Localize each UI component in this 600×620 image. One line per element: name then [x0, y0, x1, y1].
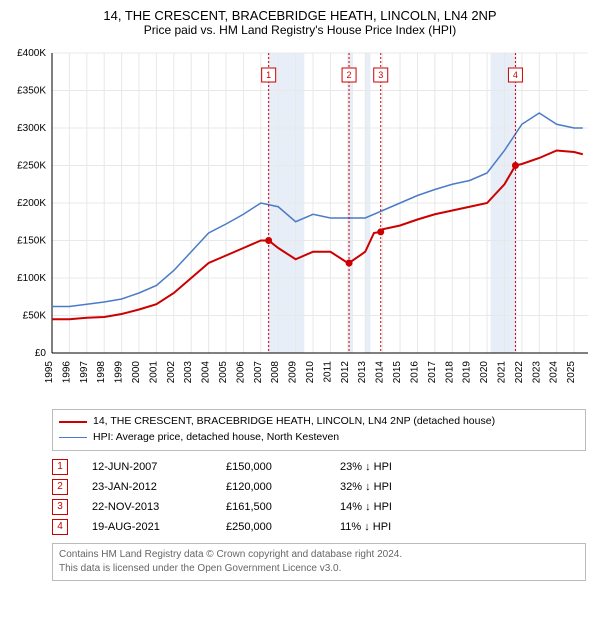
sale-marker: 3: [52, 499, 68, 515]
svg-text:2012: 2012: [340, 361, 351, 384]
sale-marker: 2: [52, 479, 68, 495]
chart-title-line1: 14, THE CRESCENT, BRACEBRIDGE HEATH, LIN…: [0, 0, 600, 23]
svg-text:£200K: £200K: [17, 198, 46, 209]
svg-text:1998: 1998: [96, 361, 107, 384]
sale-diff: 32% ↓ HPI: [340, 481, 450, 493]
svg-text:£400K: £400K: [17, 48, 46, 59]
legend-item: 14, THE CRESCENT, BRACEBRIDGE HEATH, LIN…: [59, 414, 579, 430]
chart-container: 14, THE CRESCENT, BRACEBRIDGE HEATH, LIN…: [0, 0, 600, 581]
svg-text:2020: 2020: [479, 361, 490, 384]
legend-swatch: [59, 421, 87, 423]
svg-text:2009: 2009: [288, 361, 299, 384]
chart-svg: £0 £50K £100K £150K £200K £250K £300K £350K £400…: [0, 43, 600, 403]
attribution-footer: Contains HM Land Registry data © Crown c…: [52, 543, 586, 581]
svg-text:2015: 2015: [392, 361, 403, 384]
sale-marker: 1: [52, 459, 68, 475]
svg-text:£0: £0: [35, 348, 47, 359]
sale-date: 22-NOV-2013: [92, 501, 202, 513]
svg-text:2018: 2018: [444, 361, 455, 384]
svg-text:2016: 2016: [409, 361, 420, 384]
svg-text:2013: 2013: [357, 361, 368, 384]
svg-text:1997: 1997: [79, 361, 90, 384]
sales-row: 2 23-JAN-2012 £120,000 32% ↓ HPI: [52, 477, 586, 497]
chart-plot-area: £0 £50K £100K £150K £200K £250K £300K £350K £400…: [0, 43, 600, 403]
svg-text:£100K: £100K: [17, 273, 46, 284]
svg-text:2021: 2021: [496, 361, 507, 384]
svg-text:4: 4: [513, 70, 518, 80]
svg-text:2011: 2011: [322, 361, 333, 383]
sale-price: £250,000: [226, 521, 316, 533]
legend: 14, THE CRESCENT, BRACEBRIDGE HEATH, LIN…: [52, 409, 586, 451]
svg-text:2007: 2007: [253, 361, 264, 384]
sale-price: £161,500: [226, 501, 316, 513]
svg-text:2002: 2002: [166, 361, 177, 384]
svg-text:2003: 2003: [183, 361, 194, 384]
svg-text:£250K: £250K: [17, 161, 46, 172]
svg-text:3: 3: [378, 70, 383, 80]
svg-text:£350K: £350K: [17, 86, 46, 97]
svg-text:2017: 2017: [427, 361, 438, 384]
svg-text:2006: 2006: [235, 361, 246, 384]
sale-diff: 11% ↓ HPI: [340, 521, 450, 533]
svg-text:2010: 2010: [305, 361, 316, 384]
legend-label: HPI: Average price, detached house, Nort…: [93, 430, 339, 446]
sale-date: 12-JUN-2007: [92, 461, 202, 473]
svg-text:2022: 2022: [514, 361, 525, 384]
svg-text:£300K: £300K: [17, 123, 46, 134]
svg-text:2025: 2025: [566, 361, 577, 384]
svg-text:2000: 2000: [131, 361, 142, 384]
sale-date: 23-JAN-2012: [92, 481, 202, 493]
svg-text:£150K: £150K: [17, 236, 46, 247]
svg-text:£50K: £50K: [23, 311, 47, 322]
sales-row: 1 12-JUN-2007 £150,000 23% ↓ HPI: [52, 457, 586, 477]
svg-text:1: 1: [266, 70, 271, 80]
sale-price: £150,000: [226, 461, 316, 473]
svg-text:1996: 1996: [61, 361, 72, 384]
sale-date: 19-AUG-2021: [92, 521, 202, 533]
svg-text:2019: 2019: [462, 361, 473, 384]
svg-text:2005: 2005: [218, 361, 229, 384]
svg-text:2: 2: [347, 70, 352, 80]
sale-diff: 14% ↓ HPI: [340, 501, 450, 513]
legend-item: HPI: Average price, detached house, Nort…: [59, 430, 579, 446]
svg-text:2024: 2024: [549, 361, 560, 384]
svg-text:2008: 2008: [270, 361, 281, 384]
legend-label: 14, THE CRESCENT, BRACEBRIDGE HEATH, LIN…: [93, 414, 495, 430]
svg-text:2001: 2001: [148, 361, 159, 384]
legend-swatch: [59, 437, 87, 438]
sale-diff: 23% ↓ HPI: [340, 461, 450, 473]
sales-table: 1 12-JUN-2007 £150,000 23% ↓ HPI 2 23-JAN-201…: [52, 457, 586, 537]
svg-text:1999: 1999: [114, 361, 125, 384]
footer-line1: Contains HM Land Registry data © Crown c…: [59, 548, 579, 562]
svg-text:2023: 2023: [531, 361, 542, 384]
svg-text:1995: 1995: [44, 361, 55, 384]
svg-text:2004: 2004: [201, 361, 212, 384]
sale-price: £120,000: [226, 481, 316, 493]
footer-line2: This data is licensed under the Open Gov…: [59, 562, 579, 576]
chart-title-line2: Price paid vs. HM Land Registry's House …: [0, 23, 600, 43]
sales-row: 4 19-AUG-2021 £250,000 11% ↓ HPI: [52, 517, 586, 537]
sales-row: 3 22-NOV-2013 £161,500 14% ↓ HPI: [52, 497, 586, 517]
sale-marker: 4: [52, 519, 68, 535]
svg-text:2014: 2014: [375, 361, 386, 384]
